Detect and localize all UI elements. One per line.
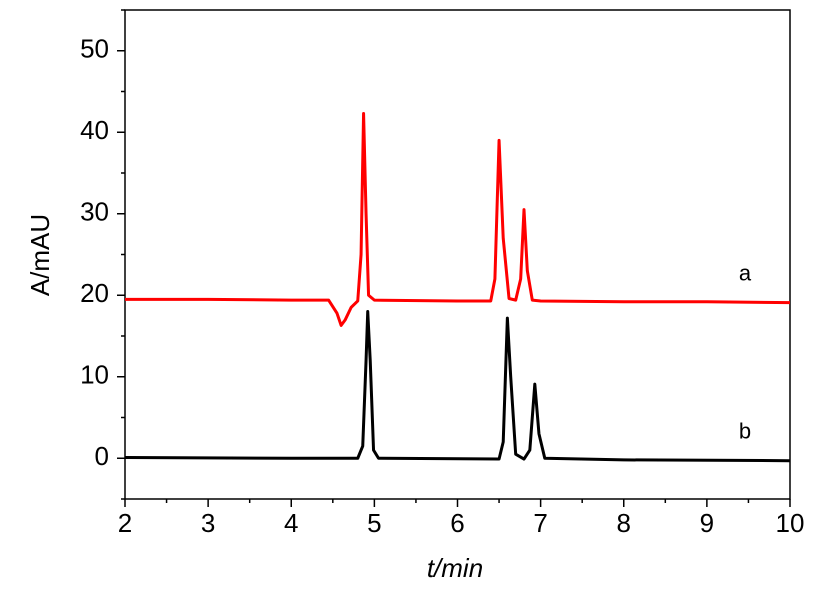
x-tick-label: 6 — [450, 508, 464, 538]
y-tick-label: 40 — [80, 115, 109, 145]
x-tick-label: 2 — [118, 508, 132, 538]
y-tick-label: 20 — [80, 278, 109, 308]
x-tick-label: 7 — [533, 508, 547, 538]
y-tick-label: 0 — [95, 441, 109, 471]
y-axis-label: A/mAU — [25, 214, 55, 296]
x-tick-label: 10 — [776, 508, 805, 538]
x-axis-label: t/min — [427, 553, 483, 583]
series-line — [124, 310, 791, 463]
plot-frame — [124, 9, 791, 500]
y-tick-label: 10 — [80, 360, 109, 390]
series-label: a — [739, 260, 752, 285]
x-tick-label: 5 — [367, 508, 381, 538]
y-tick-label: 30 — [80, 197, 109, 227]
series-label: b — [739, 419, 751, 444]
y-tick-label: 50 — [80, 34, 109, 64]
x-tick-label: 3 — [201, 508, 215, 538]
x-tick-label: 4 — [284, 508, 298, 538]
x-tick-label: 9 — [700, 508, 714, 538]
series-line — [125, 112, 791, 327]
x-tick-label: 8 — [617, 508, 631, 538]
